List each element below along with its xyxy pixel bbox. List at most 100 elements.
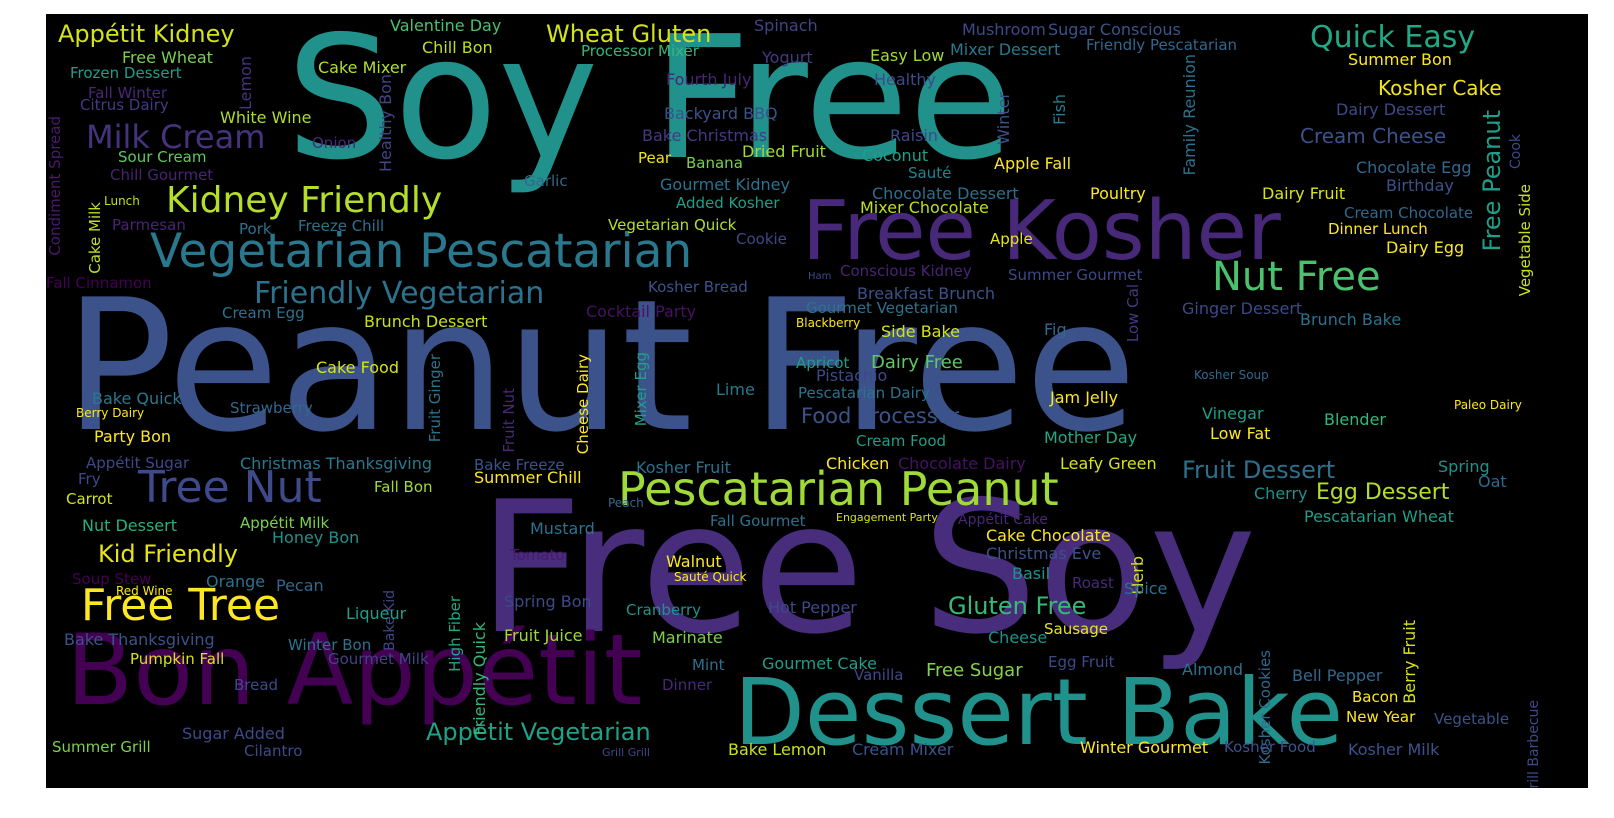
word-cloud-term: Low Fat xyxy=(1210,424,1270,443)
word-cloud-term: Bacon xyxy=(1352,688,1398,706)
word-cloud-term: Mixer Dessert xyxy=(950,40,1060,59)
word-cloud-term: Cream Chocolate xyxy=(1344,204,1473,222)
word-cloud-term: Fall Winter xyxy=(88,84,168,102)
word-cloud-term: Cake Chocolate xyxy=(986,526,1111,545)
word-cloud-term: Fruit Ginger xyxy=(426,353,444,442)
word-cloud-term: Low Cal xyxy=(1124,284,1142,342)
word-cloud-term: Bake Lemon xyxy=(728,740,826,759)
word-cloud-term: Food Processor xyxy=(801,404,960,428)
word-cloud-term: Berry Dairy xyxy=(76,406,144,420)
word-cloud-term: Almond xyxy=(1182,660,1243,679)
word-cloud-term: Free Wheat xyxy=(122,48,213,67)
word-cloud-term: Egg Fruit xyxy=(1048,653,1115,671)
word-cloud-term: Honey Bon xyxy=(272,528,359,547)
word-cloud-term: Red Wine xyxy=(116,584,173,598)
word-cloud-term: Engagement Party xyxy=(836,511,938,524)
word-cloud-term: Dairy Fruit xyxy=(1262,184,1345,203)
word-cloud-term: Lime xyxy=(716,380,755,399)
word-cloud-term: Kosher Bread xyxy=(648,278,748,296)
word-cloud-term: Winter xyxy=(994,92,1013,145)
word-cloud-term: Pescatarian Dairy xyxy=(798,384,930,402)
word-cloud-term: Fruit Juice xyxy=(504,626,583,645)
word-cloud-term: Sugar Conscious xyxy=(1048,20,1181,39)
word-cloud-term: Cream Cheese xyxy=(1300,124,1446,148)
word-cloud-term: Walnut xyxy=(666,552,722,571)
word-cloud-term: Dinner xyxy=(662,676,713,694)
word-cloud-term: Vanilla xyxy=(854,666,904,684)
word-cloud-term: Winter Gourmet xyxy=(1080,738,1208,757)
word-cloud-term: Sour Cream xyxy=(118,148,206,166)
word-cloud-term: Christmas Eve xyxy=(986,544,1101,563)
word-cloud-term: Backyard BBQ xyxy=(664,104,778,123)
word-cloud-term: Roast xyxy=(1072,574,1114,592)
word-cloud-term: Apple Fall xyxy=(994,154,1071,173)
word-cloud: Soy Free Peanut Free Free Soy Bon Appétit De… xyxy=(46,14,1588,788)
word-cloud-term: Soup Stew xyxy=(72,570,151,588)
word-cloud-term: Herb xyxy=(1128,556,1147,595)
word-cloud-term: Chill Gourmet xyxy=(110,166,213,184)
word-cloud-term: Paleo Dairy xyxy=(1454,398,1522,412)
word-cloud-term: Appétit Kidney xyxy=(58,20,235,48)
word-cloud-term: Spring Bon xyxy=(504,592,592,611)
word-cloud-term: Chocolate Dairy xyxy=(898,454,1026,473)
word-cloud-term: Kosher Cookies xyxy=(1256,650,1274,765)
word-cloud-term: Liqueur xyxy=(346,604,407,623)
word-cloud-term: Family Reunion xyxy=(1180,54,1199,175)
word-cloud-term: Birthday xyxy=(1386,176,1454,195)
word-cloud-term: Bell Pepper xyxy=(1292,666,1383,685)
word-cloud-term: Cook xyxy=(1508,133,1524,169)
word-cloud-term: Side Bake xyxy=(881,322,960,341)
word-cloud-term: Kosher Milk xyxy=(1348,740,1440,759)
word-cloud-term: Blender xyxy=(1324,410,1386,429)
word-cloud-term: Wheat Gluten xyxy=(546,20,711,48)
word-cloud-term: Friendly Vegetarian xyxy=(254,276,544,311)
word-cloud-term: Cake Milk xyxy=(86,202,104,274)
word-cloud-term: Raisin xyxy=(890,126,938,145)
word-cloud-term: Fall Bon xyxy=(374,478,433,496)
word-cloud-term: Cake Food xyxy=(316,358,399,377)
word-cloud-term: Fourth July xyxy=(666,70,751,89)
word-cloud-term: Carrot xyxy=(66,490,113,508)
word-cloud-term: Fish xyxy=(1050,94,1069,125)
word-cloud-term: Dessert Bake xyxy=(734,659,1343,766)
word-cloud-term: Cream Food xyxy=(856,432,946,450)
word-cloud-term: Kid Friendly xyxy=(98,540,238,568)
word-cloud-term: Garlic xyxy=(524,172,568,190)
word-cloud-term: Chicken xyxy=(826,454,889,473)
word-cloud-term: Lunch xyxy=(104,194,140,208)
word-cloud-term: Grill Grill xyxy=(602,746,650,759)
word-cloud-term: Cream Egg xyxy=(222,304,305,322)
word-cloud-term: Nut Dessert xyxy=(82,516,177,535)
word-cloud-term: Valentine Day xyxy=(390,16,501,35)
word-cloud-term: Fig xyxy=(1044,320,1067,339)
word-cloud-term: Onion xyxy=(312,134,356,152)
word-cloud-term: Milk Cream xyxy=(86,118,265,156)
word-cloud-term: Grill Barbecue xyxy=(1526,700,1542,788)
word-cloud-term: Tomato xyxy=(509,546,565,564)
word-cloud-term: Mint xyxy=(692,656,725,674)
word-cloud-term: Citrus Dairy xyxy=(80,96,169,114)
word-cloud-term: Cilantro xyxy=(244,742,302,760)
word-cloud-term: Gourmet Vegetarian xyxy=(806,299,958,317)
word-cloud-term: Bake Christmas xyxy=(642,126,767,145)
word-cloud-term: Party Bon xyxy=(94,427,171,446)
word-cloud-term: Bake Kid xyxy=(382,590,398,651)
word-cloud-term: Cheese xyxy=(988,628,1047,647)
word-cloud-term: Pescatarian Peanut xyxy=(618,462,1059,516)
word-cloud-term: Dairy Egg xyxy=(1386,238,1464,257)
word-cloud-term: White Wine xyxy=(220,108,312,127)
word-cloud-term: Summer Bon xyxy=(1348,50,1452,69)
word-cloud-term: Berry Fruit xyxy=(1400,620,1419,704)
word-cloud-term: Sugar Added xyxy=(182,724,285,743)
word-cloud-term: Fall Gourmet xyxy=(710,512,806,530)
word-cloud-term: Bon Appétit xyxy=(66,614,642,728)
word-cloud-term: Peanut Free xyxy=(64,260,1137,472)
word-cloud-term: Freeze Chill xyxy=(298,217,384,235)
word-cloud-term: Vinegar xyxy=(1202,404,1264,423)
word-cloud-term: Bake Thanksgiving xyxy=(64,630,215,649)
word-cloud-term: Pear xyxy=(638,149,672,167)
word-cloud-term: Gluten Free xyxy=(948,592,1086,620)
word-cloud-term: Brunch Dessert xyxy=(364,312,487,331)
word-cloud-term: Coconut xyxy=(862,146,928,165)
